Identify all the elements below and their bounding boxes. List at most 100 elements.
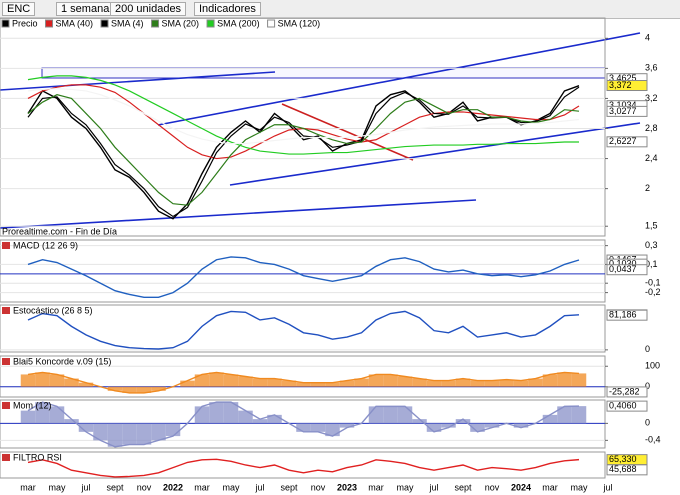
price-tag — [606, 136, 648, 148]
panel-title: Blai5 Koncorde v.09 (15) — [13, 356, 111, 366]
panel — [0, 239, 606, 303]
price-tag-label: 3,372 — [609, 80, 632, 90]
area-bar — [238, 410, 253, 424]
units[interactable]: 200 unidades — [110, 2, 187, 16]
area-bar — [78, 423, 94, 432]
y-tick-label: 2 — [645, 183, 650, 193]
y-tick-label: 0,1 — [645, 259, 658, 269]
x-tick-label: may — [396, 482, 414, 492]
panel — [0, 304, 606, 353]
price-tag-label: 3,0277 — [609, 106, 637, 116]
area-bar — [35, 372, 50, 387]
x-tick-label: mar — [20, 482, 36, 492]
area-bar — [441, 380, 456, 387]
price-tag-label: 3,4625 — [609, 73, 637, 83]
x-tick-label: mar — [194, 482, 210, 492]
area-bar — [470, 380, 485, 387]
area-bar — [223, 402, 239, 424]
area-bar — [412, 419, 427, 424]
series-line — [27, 84, 580, 160]
x-tick-label: sept — [106, 482, 124, 492]
area-bar — [571, 373, 587, 387]
y-tick-label: -0,2 — [645, 287, 661, 297]
legend-swatch — [45, 19, 54, 28]
area-bar — [151, 386, 166, 391]
x-tick-label: 2024 — [511, 482, 531, 492]
area-bar — [35, 402, 50, 424]
price-tag-label: 81,186 — [609, 310, 637, 320]
x-tick-label: may — [222, 482, 240, 492]
area-bar — [136, 423, 152, 445]
x-tick-label: jul — [80, 482, 90, 492]
trend-line — [0, 71, 276, 91]
series-line — [27, 371, 580, 394]
area-bar — [20, 410, 36, 424]
panel — [0, 355, 606, 398]
trend-line — [0, 199, 477, 229]
y-tick-label: 100 — [645, 361, 660, 371]
area-bar — [180, 380, 195, 387]
area-bar — [310, 382, 326, 387]
area-bar — [383, 406, 398, 424]
y-tick-label: -0,4 — [645, 435, 661, 445]
series-line — [27, 458, 580, 478]
x-tick-label: 2022 — [163, 482, 183, 492]
series-line — [27, 86, 580, 218]
trend-line — [281, 103, 414, 161]
price-tag-label: 0,0437 — [609, 264, 637, 274]
area-bar — [557, 372, 572, 387]
area-bar — [557, 406, 572, 424]
price-tag — [606, 309, 648, 321]
symbol[interactable]: ENC — [2, 2, 36, 16]
area-bar — [542, 414, 558, 424]
area-bar — [194, 374, 210, 387]
area-bar — [252, 419, 268, 424]
area-bar — [49, 406, 65, 424]
price-tag-label: 0,1030 — [609, 259, 637, 269]
trend-line — [157, 32, 641, 126]
price-tag-label: 0,4060 — [609, 400, 637, 410]
y-tick-label: 0 — [645, 418, 650, 428]
area-bar — [281, 380, 297, 387]
period[interactable]: 1 semana — [56, 2, 115, 16]
legend-label: SMA (120) — [278, 18, 321, 28]
price-tag — [606, 264, 648, 276]
area-bar — [455, 419, 471, 424]
panel-title: Mom (12) — [13, 400, 52, 410]
area-bar — [209, 372, 224, 387]
series-line — [27, 94, 580, 206]
area-bar — [64, 419, 79, 424]
area-bar — [397, 376, 413, 387]
range-box — [41, 67, 606, 79]
x-tick-label: jul — [254, 482, 264, 492]
y-tick-label: 2,8 — [645, 123, 658, 133]
y-tick-label: 4 — [645, 33, 650, 43]
x-tick-label: may — [48, 482, 66, 492]
x-tick-label: nov — [311, 482, 326, 492]
price-tag — [606, 80, 648, 92]
area-bar — [165, 423, 181, 437]
area-bar — [528, 378, 543, 387]
price-tag — [606, 464, 648, 476]
y-tick-label: 1,5 — [645, 221, 658, 231]
area-bar — [339, 423, 355, 428]
area-bar — [412, 378, 427, 387]
x-tick-label: mar — [368, 482, 384, 492]
area-bar — [64, 378, 79, 387]
indicators[interactable]: Indicadores — [194, 2, 261, 16]
series-line — [27, 256, 580, 299]
area-bar — [484, 380, 500, 387]
legend-label: SMA (20) — [162, 18, 200, 28]
y-tick-label: 3,6 — [645, 63, 658, 73]
panel-icon — [2, 242, 10, 249]
x-tick-label: mar — [542, 482, 558, 492]
panel — [0, 451, 606, 479]
legend-swatch — [100, 19, 109, 28]
area-bar — [20, 374, 36, 387]
area-bar — [368, 374, 384, 387]
x-tick-label: sept — [280, 482, 298, 492]
area-bar — [571, 406, 587, 424]
area-bar — [397, 406, 413, 424]
area-bar — [93, 423, 108, 441]
